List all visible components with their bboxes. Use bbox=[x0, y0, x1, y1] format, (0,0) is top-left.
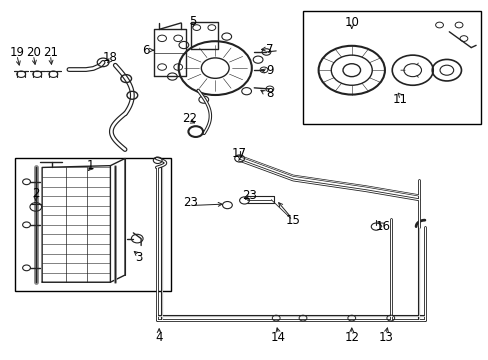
Text: 15: 15 bbox=[285, 214, 300, 227]
Text: 19: 19 bbox=[9, 46, 24, 59]
Bar bbox=[15, 158, 171, 291]
Text: 22: 22 bbox=[182, 112, 197, 125]
Text: 7: 7 bbox=[265, 42, 273, 55]
Bar bbox=[303, 12, 480, 125]
Text: 20: 20 bbox=[26, 46, 41, 59]
Text: 1: 1 bbox=[87, 159, 95, 172]
Text: 23: 23 bbox=[242, 189, 256, 202]
Text: 8: 8 bbox=[265, 87, 273, 100]
Text: 3: 3 bbox=[135, 251, 142, 264]
Text: 6: 6 bbox=[142, 44, 149, 57]
Text: 21: 21 bbox=[43, 46, 58, 59]
Text: 11: 11 bbox=[392, 93, 407, 106]
Text: 4: 4 bbox=[155, 331, 163, 344]
Text: 5: 5 bbox=[189, 15, 197, 28]
Text: 10: 10 bbox=[344, 16, 359, 29]
Circle shape bbox=[192, 129, 199, 134]
Text: 18: 18 bbox=[103, 51, 118, 64]
Text: 23: 23 bbox=[183, 197, 198, 210]
Text: 14: 14 bbox=[270, 331, 285, 344]
Text: 12: 12 bbox=[344, 331, 359, 344]
Text: 9: 9 bbox=[265, 64, 273, 77]
Text: 13: 13 bbox=[378, 331, 392, 344]
Text: 17: 17 bbox=[232, 147, 246, 159]
Text: 16: 16 bbox=[375, 220, 390, 233]
Text: 2: 2 bbox=[32, 187, 40, 200]
